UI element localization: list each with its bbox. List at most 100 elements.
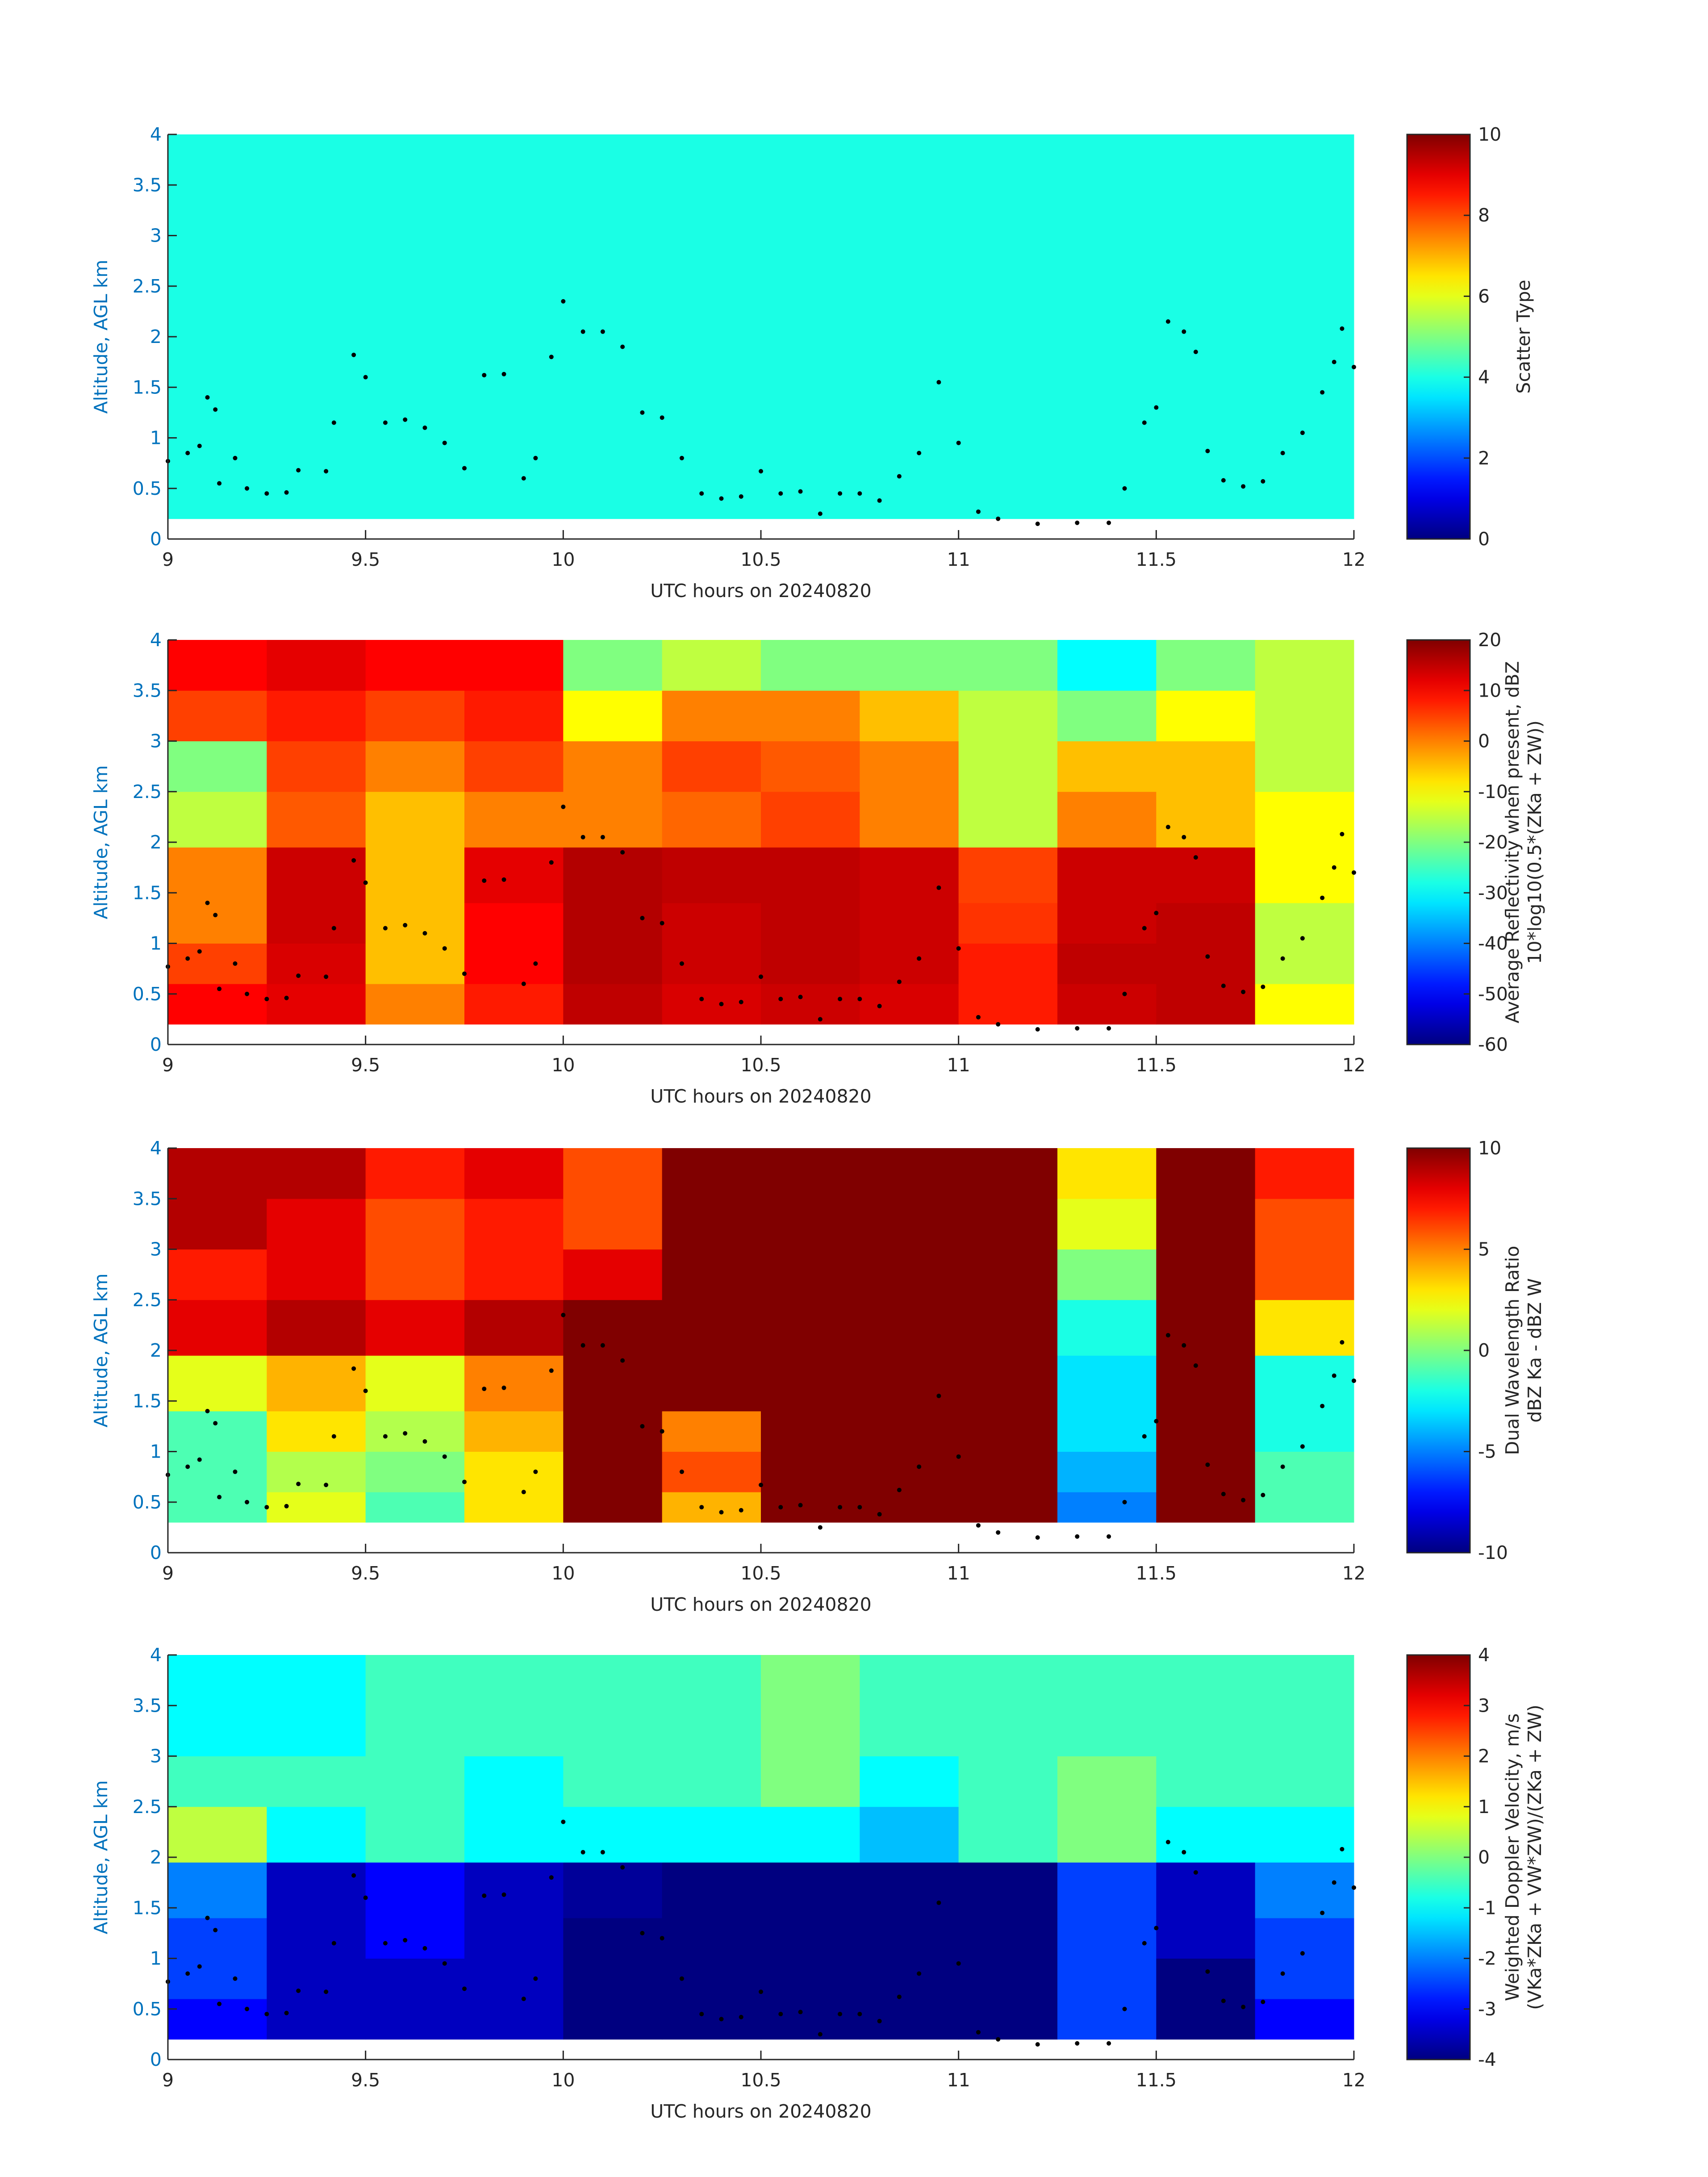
- point: [205, 1915, 210, 1920]
- point: [1300, 1951, 1305, 1956]
- point: [798, 994, 803, 999]
- heatmap-cell: [1057, 1705, 1157, 1756]
- point: [284, 1504, 289, 1508]
- point: [838, 491, 843, 496]
- heatmap-cell: [958, 903, 1058, 944]
- heatmap-cell: [761, 791, 860, 848]
- point: [561, 804, 566, 809]
- heatmap-cell: [860, 640, 959, 691]
- y-axis-label: Altitude, AGL km: [90, 1780, 112, 1935]
- point: [620, 1865, 625, 1870]
- heatmap-cell: [1057, 1999, 1157, 2040]
- heatmap-cell: [267, 791, 366, 848]
- heatmap-cell: [267, 1355, 366, 1412]
- colorbar-label: Weighted Doppler Velocity, m/s: [1502, 1713, 1523, 2001]
- point: [976, 1015, 981, 1020]
- point: [482, 878, 487, 883]
- y-tick-label: 4: [150, 124, 162, 145]
- x-tick-label: 9: [162, 1563, 174, 1584]
- point: [739, 494, 743, 499]
- point: [533, 1469, 538, 1474]
- point: [549, 1368, 554, 1373]
- point: [1352, 364, 1356, 369]
- point: [976, 509, 981, 514]
- point: [1107, 1534, 1111, 1539]
- heatmap-cell: [365, 342, 465, 398]
- heatmap-cell: [1255, 943, 1354, 984]
- point: [1165, 1840, 1170, 1845]
- heatmap-cell: [168, 1199, 267, 1249]
- point: [778, 491, 783, 496]
- colorbar-tick-label: 20: [1478, 629, 1501, 651]
- heatmap-cell: [168, 1249, 267, 1300]
- heatmap-cell: [464, 235, 564, 287]
- heatmap-cell: [464, 286, 564, 342]
- heatmap-cell: [563, 791, 663, 848]
- heatmap-cell: [1255, 1958, 1354, 1999]
- y-tick-label: 3.5: [133, 174, 162, 196]
- heatmap-cell: [168, 791, 267, 848]
- heatmap-cell: [267, 1862, 366, 1918]
- heatmap-cell: [860, 1862, 959, 1918]
- point: [976, 1523, 981, 1528]
- x-tick-label: 10.5: [740, 549, 781, 570]
- heatmap-cell: [662, 741, 761, 792]
- heatmap-cell: [662, 1958, 761, 1999]
- heatmap-cell: [563, 1355, 663, 1412]
- heatmap-cell: [958, 791, 1058, 848]
- heatmap-cell: [761, 1806, 860, 1863]
- heatmap-cell: [761, 1862, 860, 1918]
- point: [580, 835, 585, 840]
- heatmap-cell: [860, 397, 959, 438]
- heatmap-cell: [464, 903, 564, 944]
- heatmap-cell: [860, 1999, 959, 2040]
- heatmap-cell: [365, 1806, 465, 1863]
- heatmap-cell: [958, 134, 1058, 185]
- heatmap-cell: [1156, 1492, 1256, 1523]
- heatmap-cell: [1156, 1958, 1256, 1999]
- point: [422, 1946, 427, 1951]
- point: [1075, 520, 1080, 525]
- heatmap-cell: [1255, 1249, 1354, 1300]
- heatmap-cell: [1057, 943, 1157, 984]
- heatmap-cell: [168, 1958, 267, 1999]
- heatmap-cell: [563, 640, 663, 691]
- heatmap-cell: [267, 185, 366, 236]
- heatmap-cell: [168, 1411, 267, 1452]
- heatmap-cell: [168, 1999, 267, 2040]
- heatmap-cell: [168, 1918, 267, 1959]
- heatmap-cell: [464, 438, 564, 479]
- heatmap-cell: [958, 690, 1058, 741]
- heatmap-cell: [662, 1806, 761, 1863]
- point: [533, 961, 538, 966]
- heatmap-cell: [1156, 1451, 1256, 1492]
- x-tick-label: 9: [162, 1054, 174, 1076]
- heatmap-cell: [464, 1705, 564, 1756]
- heatmap-cell: [464, 1655, 564, 1706]
- heatmap-cell: [464, 1411, 564, 1452]
- point: [1182, 1343, 1186, 1348]
- heatmap-cell: [761, 1492, 860, 1523]
- point: [976, 2030, 981, 2035]
- heatmap-cell: [1156, 478, 1256, 519]
- heatmap-cell: [958, 286, 1058, 342]
- heatmap-cell: [761, 185, 860, 236]
- heatmap-cell: [464, 943, 564, 984]
- point: [1035, 1535, 1040, 1540]
- heatmap-cell: [365, 1492, 465, 1523]
- point: [296, 1481, 301, 1486]
- colorbar-tick-label: 10: [1478, 124, 1501, 145]
- point: [217, 1495, 222, 1500]
- heatmap-cell: [1255, 1411, 1354, 1452]
- point: [1280, 1971, 1285, 1976]
- point: [442, 1961, 447, 1966]
- point: [205, 900, 210, 905]
- point: [1122, 991, 1127, 996]
- heatmap-cell: [168, 943, 267, 984]
- heatmap-cell: [662, 235, 761, 287]
- heatmap-cell: [267, 943, 366, 984]
- colorbar-tick-label: 4: [1478, 1644, 1490, 1666]
- point: [936, 380, 941, 384]
